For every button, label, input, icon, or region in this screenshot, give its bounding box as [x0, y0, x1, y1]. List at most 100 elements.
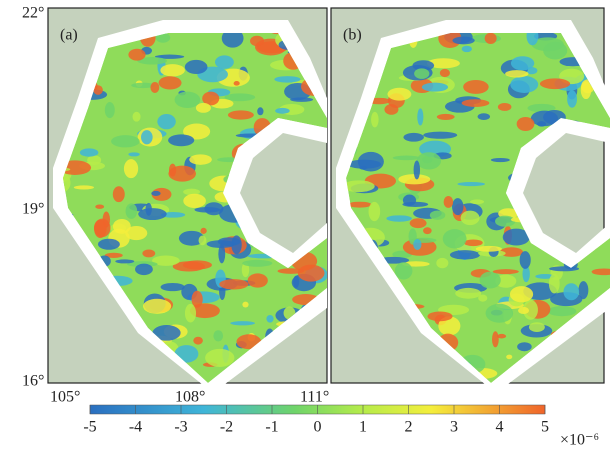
field-blob [143, 298, 172, 314]
field-blob [516, 116, 535, 132]
lon-label: 111° [300, 389, 329, 406]
field-blob [517, 342, 532, 352]
field-blob [112, 218, 131, 234]
colorbar-tick-label: 3 [450, 419, 458, 436]
field-blob [247, 273, 268, 288]
field-blob [115, 259, 135, 264]
field-blob [154, 54, 185, 59]
field-blob [189, 303, 220, 319]
field-blob [537, 121, 547, 127]
field-blob [403, 132, 424, 142]
colorbar-tick-label: -3 [174, 419, 187, 436]
field-blob [455, 287, 482, 299]
field-blob [157, 113, 176, 130]
field-blob [194, 207, 221, 213]
field-blob [233, 81, 240, 86]
field-blob [155, 33, 171, 43]
field-blob [183, 123, 211, 140]
field-blob [152, 255, 180, 266]
field-blob [519, 251, 531, 269]
field-blob [442, 229, 467, 249]
field-blob [97, 238, 120, 250]
colorbar-tick-label: 2 [405, 419, 413, 436]
field-blob [563, 283, 580, 301]
field-blob [242, 301, 249, 308]
field-blob [63, 173, 71, 193]
field-blob [178, 230, 205, 246]
field-blob [193, 336, 203, 345]
field-blob [414, 68, 430, 79]
field-blob [125, 226, 148, 241]
field-blob [131, 82, 156, 89]
field-blob [241, 262, 250, 278]
field-blob [160, 64, 185, 77]
field-blob [195, 102, 211, 113]
field-blob [198, 235, 207, 246]
field-blob [137, 57, 168, 65]
colorbar-tick-label: 4 [496, 419, 504, 436]
field-blob [191, 290, 203, 308]
field-blob [443, 195, 454, 208]
field-blob [93, 85, 103, 95]
field-blob [475, 245, 502, 252]
field-blob [452, 36, 475, 45]
map-panel: (a) [47, 7, 328, 393]
field-blob [218, 244, 226, 264]
field-blob [123, 159, 139, 179]
field-blob [227, 110, 254, 120]
field-blob [213, 330, 224, 342]
field-blob [426, 58, 460, 69]
field-blob [73, 185, 95, 190]
field-blob [104, 252, 123, 258]
field-blob [417, 108, 424, 126]
field-blob [547, 306, 577, 317]
field-blob [423, 227, 432, 235]
field-blob [491, 331, 499, 348]
field-blob [499, 247, 524, 257]
field-blob [478, 294, 488, 302]
lat-label: 16° [22, 373, 44, 390]
field-blob [135, 263, 153, 276]
field-blob [530, 110, 559, 127]
field-blob [591, 268, 610, 276]
colorbar-scale: ×10⁻⁶ [560, 432, 599, 449]
colorbar-tick-label: -4 [129, 419, 142, 436]
field-blob [502, 228, 530, 246]
field-blob [531, 37, 564, 52]
field-blob [523, 299, 538, 320]
field-blob [412, 60, 435, 71]
field-blob [224, 93, 256, 102]
field-blob [518, 306, 530, 315]
field-blob [132, 111, 141, 122]
field-blob [484, 33, 497, 44]
field-blob [461, 99, 490, 107]
field-blob [535, 274, 555, 279]
field-blob [522, 265, 530, 283]
field-blob [219, 279, 249, 290]
field-blob [104, 101, 115, 119]
field-blob [567, 90, 577, 108]
field-blob [79, 148, 99, 157]
field-blob [509, 286, 534, 303]
field-blob [242, 259, 273, 267]
field-blob [250, 35, 265, 47]
field-blob [490, 157, 510, 163]
field-blob [95, 204, 105, 209]
field-blob [168, 134, 195, 147]
field-blob [497, 102, 512, 111]
field-blob [128, 152, 140, 157]
field-blob [111, 135, 140, 148]
field-blob [479, 271, 501, 289]
field-blob [293, 275, 300, 288]
field-blob [200, 227, 207, 234]
field-blob [368, 201, 381, 222]
field-blob [436, 257, 449, 269]
field-blob [205, 348, 235, 367]
field-blob [398, 174, 431, 185]
colorbar-tick-label: -1 [265, 419, 278, 436]
field-blob [217, 237, 241, 247]
colorbar-tick-label: 5 [541, 419, 549, 436]
field-blob [371, 111, 379, 128]
field-blob [221, 33, 244, 48]
